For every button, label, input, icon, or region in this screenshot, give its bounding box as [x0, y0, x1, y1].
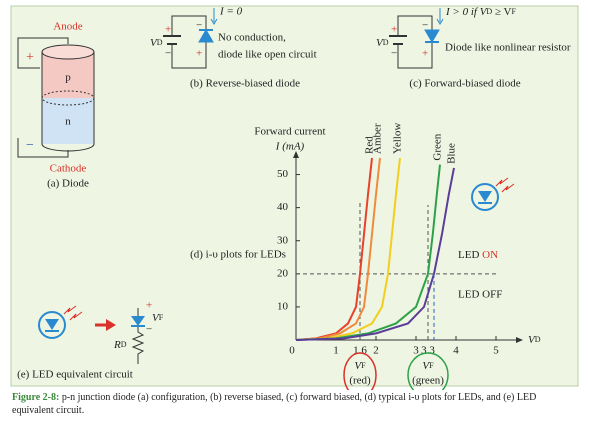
- note: diode like open circuit: [218, 49, 317, 61]
- legend-label: Yellow: [392, 123, 404, 154]
- sign: −: [165, 48, 171, 60]
- y-tick-label: 10: [277, 300, 289, 312]
- led-on-text: LED: [458, 249, 482, 261]
- vf-color: (red): [349, 375, 371, 387]
- note: Diode like nonlinear resistor: [445, 42, 571, 54]
- vf-color: (green): [412, 375, 444, 387]
- vf-sub: F: [361, 361, 366, 370]
- note: No conduction,: [218, 32, 286, 44]
- y-axis-label: Forward current: [254, 126, 325, 138]
- sign: +: [196, 48, 202, 60]
- y-tick-label: 50: [277, 168, 289, 180]
- legend-label: Amber: [372, 123, 384, 154]
- panel-caption: (b) Reverse-biased diode: [190, 78, 300, 90]
- sign: +: [422, 48, 428, 60]
- y-tick-label: 20: [277, 267, 289, 279]
- plus-sign: +: [26, 50, 34, 65]
- current-label: I = 0: [219, 6, 243, 18]
- vf-label: VF: [422, 360, 434, 372]
- led-on-text: ON: [482, 249, 498, 261]
- legend-label: Green: [432, 133, 444, 160]
- led-on-label: LED ON: [458, 249, 498, 261]
- caption-text: p-n junction diode (a) configuration, (b…: [12, 392, 536, 416]
- caption-label: Figure 2-8:: [12, 392, 59, 403]
- x-axis-label-sub: D: [535, 335, 541, 344]
- vf-sub: F: [429, 361, 434, 370]
- vd-label: VD: [376, 37, 389, 49]
- x-tick-label: 2: [373, 345, 379, 357]
- p-label: p: [65, 72, 71, 84]
- x-tick-label: 5: [493, 345, 499, 357]
- y-tick-label: 40: [277, 201, 289, 213]
- figure: Anode + p n − Cathode (a) Diode VD + − −…: [0, 0, 589, 390]
- sign: +: [146, 300, 152, 312]
- y-tick-label: 30: [277, 234, 289, 246]
- x-tick-label: 0: [289, 345, 295, 357]
- figure-caption: Figure 2-8: p-n junction diode (a) confi…: [12, 391, 577, 417]
- sign: −: [146, 324, 152, 336]
- sign: −: [422, 20, 428, 32]
- panel-caption: (c) Forward-biased diode: [409, 78, 520, 90]
- sign: +: [165, 24, 171, 36]
- x-tick-label: 3: [413, 345, 419, 357]
- current-label: I > 0 if VD ≥ VF: [445, 6, 517, 18]
- y-axis-unit: I (mA): [275, 141, 305, 153]
- minus-sign: −: [26, 138, 34, 153]
- x-tick-label: 4: [453, 345, 459, 357]
- x-axis-label: VD: [528, 334, 541, 346]
- x-tick-label: 3.3: [421, 345, 435, 357]
- page: {"panels":{ "a":{"anode":"Anode","plus":…: [0, 0, 589, 437]
- x-tick-label: 1: [333, 345, 339, 357]
- legend-label: Blue: [446, 143, 458, 164]
- led-off-label: LED OFF: [458, 289, 502, 301]
- anode-label: Anode: [53, 21, 82, 33]
- sign: −: [391, 48, 397, 60]
- vf-label: VF: [152, 312, 164, 324]
- n-label: n: [65, 116, 71, 128]
- chart-title: (d) i-υ plots for LEDs: [190, 249, 286, 261]
- cathode-label: Cathode: [50, 163, 87, 175]
- sign: −: [196, 20, 202, 32]
- vd-label: VD: [150, 37, 163, 49]
- figure-background: [11, 6, 578, 386]
- vf-label: VF: [354, 360, 366, 372]
- panel-caption: (e) LED equivalent circuit: [17, 369, 133, 381]
- rd-label: RD: [113, 339, 127, 351]
- panel-caption: (a) Diode: [47, 178, 89, 190]
- sign: +: [391, 24, 397, 36]
